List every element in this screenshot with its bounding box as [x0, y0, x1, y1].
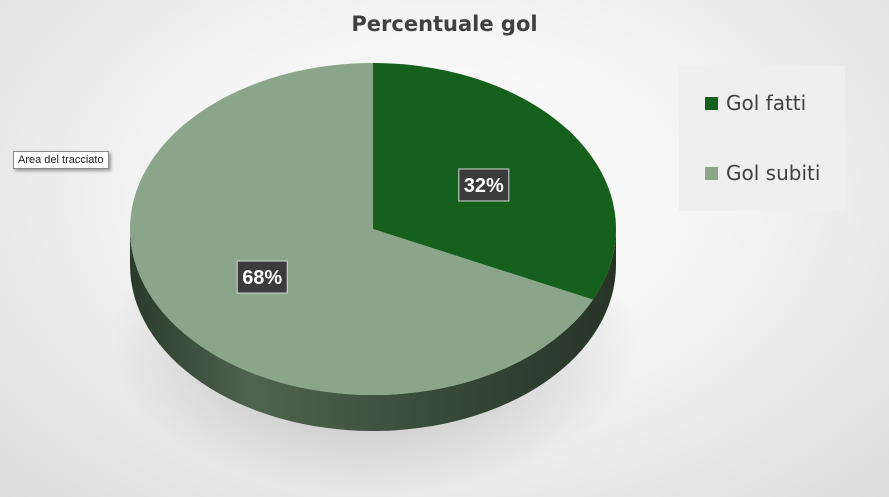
data-label-box	[458, 168, 510, 202]
plot-area-tooltip: Area del tracciato	[13, 151, 109, 169]
legend: Gol fatti Gol subiti	[679, 66, 845, 211]
data-label-gol-subiti: 68%	[236, 260, 288, 294]
legend-label-gol-fatti: Gol fatti	[726, 91, 807, 115]
data-label-gol-fatti: 32%	[458, 168, 510, 202]
data-label-text: 32%	[464, 175, 504, 197]
legend-item-gol-subiti[interactable]: Gol subiti	[705, 158, 820, 188]
pie-side-wall	[130, 229, 616, 431]
legend-label-gol-subiti: Gol subiti	[726, 161, 821, 185]
legend-item-gol-fatti[interactable]: Gol fatti	[705, 88, 806, 118]
chart-title: Percentuale gol	[351, 12, 538, 36]
data-label-box	[236, 260, 288, 294]
legend-swatch-gol-fatti	[705, 96, 718, 110]
legend-swatch-gol-subiti	[705, 166, 718, 180]
pie-slice-gol-subiti[interactable]	[130, 63, 593, 395]
data-label-text: 68%	[242, 267, 282, 289]
